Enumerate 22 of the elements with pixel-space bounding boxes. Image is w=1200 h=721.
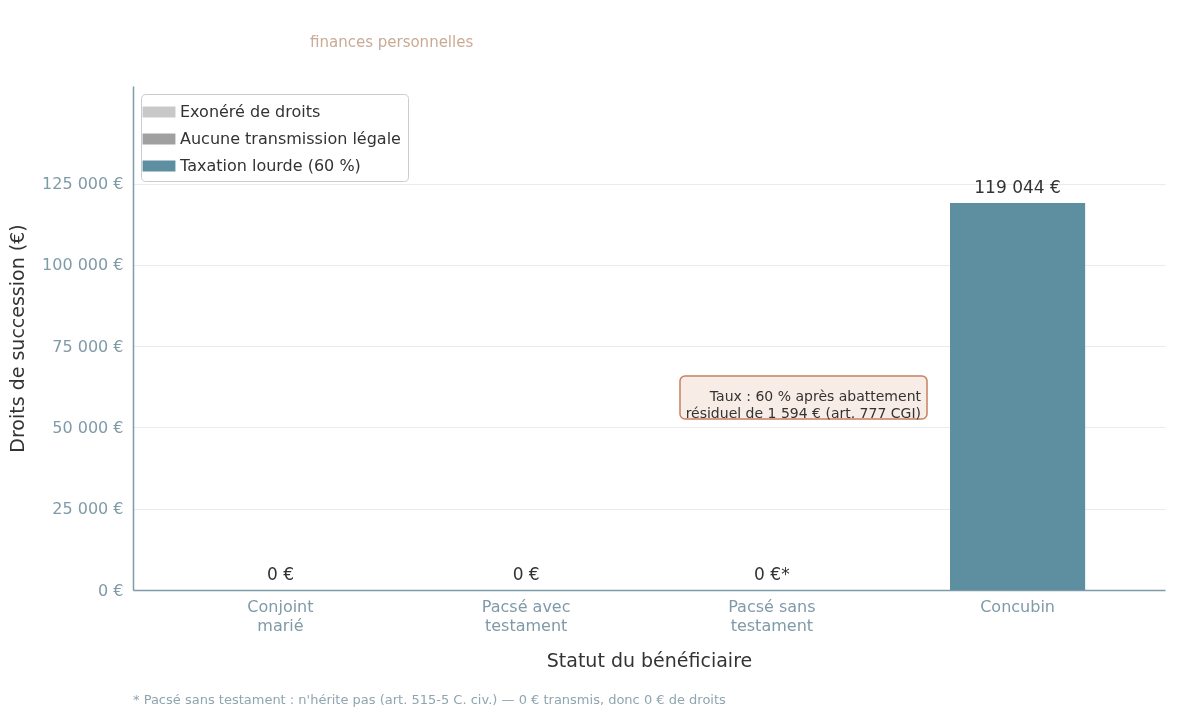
y-tick-label: 50 000 € xyxy=(52,417,124,437)
y-axis-title: Droits de succession (€) xyxy=(6,224,29,453)
x-tick-label: Pacsé sans testament xyxy=(728,596,816,635)
annotation: Taux : 60 % après abattement résiduel de 1 594 € (art. 777 CGI) xyxy=(685,388,922,421)
chart-subtitle: finances personnelles xyxy=(310,33,474,51)
x-tick-label: Concubin xyxy=(980,596,1055,616)
y-tick-label: 25 000 € xyxy=(52,499,124,519)
data-label: 0 € xyxy=(512,564,540,584)
data-label: 0 €* xyxy=(754,564,790,584)
y-tick-label: 0 € xyxy=(98,580,124,600)
legend-label: Taxation lourde (60 %) xyxy=(179,156,361,175)
y-tick-label: 100 000 € xyxy=(42,255,124,275)
y-tick-label: 125 000 € xyxy=(42,174,124,194)
x-tick-label: Pacsé avec testament xyxy=(481,596,571,635)
y-tick-label: 75 000 € xyxy=(52,336,124,356)
x-tick-label: Conjoint marié xyxy=(247,596,314,635)
data-label: 119 044 € xyxy=(974,176,1061,197)
legend-label: Aucune transmission légale xyxy=(180,129,401,148)
x-axis-title: Statut du bénéficiaire xyxy=(546,648,753,671)
legend-label: Exonéré de droits xyxy=(180,102,321,121)
data-label: 0 € xyxy=(266,564,294,584)
text: * Pacsé sans testament : n'hérite pas (art. 515-5 C. civ.) — 0 € transmis, donc 0 € de droits xyxy=(133,692,727,707)
